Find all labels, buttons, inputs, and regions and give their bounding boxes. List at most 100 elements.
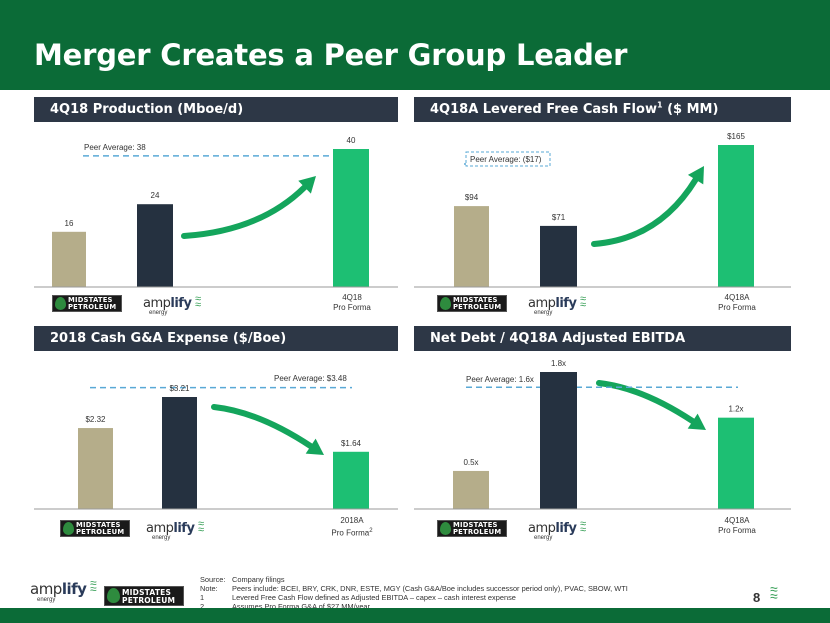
- bar: [52, 231, 86, 287]
- footnote-text: Levered Free Cash Flow defined as Adjust…: [232, 593, 516, 602]
- midstates-line1: MIDSTATES: [122, 588, 172, 597]
- value-label: 40: [347, 136, 356, 145]
- value-label: 1.8x: [551, 359, 566, 368]
- panel-title-fcf: 4Q18A Levered Free Cash Flow: [430, 102, 657, 117]
- bar: [333, 451, 369, 509]
- midstates-line2: PETROLEUM: [68, 303, 117, 311]
- footnote-text: Company filings: [232, 575, 285, 584]
- value-label: $165: [727, 132, 745, 141]
- arrow-head: [305, 438, 324, 455]
- footnote-note: Note: Peers include: BCEI, BRY, CRK, DNR,…: [200, 584, 628, 593]
- category-label-proforma: 2018A Pro Forma2: [320, 516, 384, 539]
- value-label: 24: [151, 191, 160, 200]
- amplify-logo: amplify energy ≈ ≈: [528, 518, 592, 543]
- proforma-label-2: 4Q18A Pro Forma: [718, 293, 756, 312]
- peer-average-label: Peer Average: ($17): [470, 155, 542, 164]
- panel-header-leverage: Net Debt / 4Q18A Adjusted EBITDA: [414, 326, 791, 351]
- proforma-label-3: 2018A Pro Forma: [331, 516, 370, 538]
- drop-icon: [55, 297, 66, 310]
- amplify-light: amp: [143, 296, 171, 311]
- footnote-text: Assumes Pro Forma G&A of $27 MM/year: [232, 602, 371, 611]
- amplify-sub: energy: [149, 310, 168, 316]
- value-label: 1.2x: [728, 405, 743, 414]
- title-banner: Merger Creates a Peer Group Leader: [0, 0, 830, 90]
- value-label: 0.5x: [463, 458, 478, 467]
- amplify-logo: amplify energy ≈ ≈: [528, 293, 592, 318]
- footer-midstates-logo: MIDSTATES PETROLEUM: [104, 586, 184, 606]
- peer-average-label: Peer Average: 38: [84, 143, 146, 152]
- footnote-ref-2: 2: [369, 528, 373, 534]
- bar: [333, 149, 369, 287]
- bar: [78, 428, 113, 509]
- chart-fcf: Peer Average: ($17) $94 $71 $165: [414, 132, 791, 288]
- wave-icon: ≈ ≈: [770, 581, 778, 604]
- panel-header-ga: 2018 Cash G&A Expense ($/Boe): [34, 326, 398, 351]
- amplify-sub: energy: [534, 310, 553, 316]
- amplify-light: amp: [528, 521, 556, 536]
- midstates-logo: MIDSTATES PETROLEUM: [437, 295, 507, 312]
- bar: [718, 145, 754, 287]
- bar: [540, 225, 577, 287]
- bar: [453, 470, 489, 509]
- panel-title-leverage: Net Debt / 4Q18A Adjusted EBITDA: [430, 331, 686, 346]
- bar: [718, 417, 754, 509]
- panel-title-ga: 2018 Cash G&A Expense ($/Boe): [50, 331, 287, 346]
- drop-icon: [440, 522, 451, 535]
- midstates-line2: PETROLEUM: [122, 596, 176, 605]
- drop-icon: [440, 297, 451, 310]
- bar: [162, 397, 197, 509]
- value-label: $3.21: [169, 384, 190, 393]
- trend-arrow: [181, 184, 308, 239]
- amplify-sub: energy: [534, 535, 553, 541]
- midstates-logo: MIDSTATES PETROLEUM: [437, 520, 507, 537]
- proforma-label-4: 4Q18A Pro Forma: [718, 516, 756, 535]
- midstates-logo: MIDSTATES PETROLEUM: [60, 520, 130, 537]
- panel-header-fcf: 4Q18A Levered Free Cash Flow1 ($ MM): [414, 97, 791, 122]
- wave-icon: ≈ ≈: [198, 518, 205, 536]
- amplify-bold: lify: [61, 580, 87, 598]
- trend-arrow: [596, 380, 696, 425]
- value-label: $94: [465, 193, 479, 202]
- chart-leverage: Peer Average: 1.6x 0.5x 1.8x 1.2x: [414, 359, 791, 510]
- amplify-bold: lify: [555, 521, 577, 536]
- midstates-line2: PETROLEUM: [453, 303, 502, 311]
- midstates-line1: MIDSTATES: [68, 296, 113, 304]
- amplify-logo: amplify energy ≈ ≈: [146, 518, 210, 543]
- footnote-key: 2: [200, 602, 205, 611]
- panel-title-production: 4Q18 Production (Mboe/d): [50, 102, 244, 117]
- amplify-sub: energy: [152, 535, 171, 541]
- arrow-head: [687, 166, 704, 185]
- footnote-1: 1 Levered Free Cash Flow defined as Adjus…: [200, 593, 628, 602]
- chart-production: Peer Average: 38 16 24 40: [34, 136, 398, 288]
- bar: [540, 372, 577, 509]
- amplify-light: amp: [30, 580, 62, 598]
- wave-icon: ≈ ≈: [580, 293, 587, 311]
- midstates-line1: MIDSTATES: [453, 521, 498, 529]
- peer-average-label: Peer Average: 1.6x: [466, 375, 534, 384]
- value-label: 16: [65, 219, 74, 228]
- arrow-head: [298, 176, 316, 194]
- amplify-bold: lify: [173, 521, 195, 536]
- midstates-logo: MIDSTATES PETROLEUM: [52, 295, 122, 312]
- category-label-proforma: 4Q18A Pro Forma: [705, 293, 769, 313]
- wave-icon: ≈ ≈: [580, 518, 587, 536]
- page-title: Merger Creates a Peer Group Leader: [34, 38, 628, 72]
- category-label-proforma: 4Q18A Pro Forma: [705, 516, 769, 536]
- trend-arrow: [591, 176, 699, 247]
- trend-arrow: [211, 404, 314, 450]
- bar: [137, 204, 173, 287]
- chart-ga: Peer Average: $3.48 $2.32 $3.21 $1.64: [34, 374, 398, 510]
- footnote-key: 1: [200, 593, 205, 602]
- footnote-text: Peers include: BCEI, BRY, CRK, DNR, ESTE…: [232, 584, 628, 593]
- amplify-bold: lify: [170, 296, 192, 311]
- amplify-light: amp: [528, 296, 556, 311]
- value-label: $71: [552, 213, 566, 222]
- amplify-bold: lify: [555, 296, 577, 311]
- footnote-2: 2 Assumes Pro Forma G&A of $27 MM/year: [200, 602, 628, 611]
- proforma-label-1: 4Q18 Pro Forma: [333, 293, 371, 312]
- wave-icon: ≈ ≈: [90, 576, 97, 596]
- category-label-proforma: 4Q18 Pro Forma: [322, 293, 382, 313]
- amplify-sub: energy: [37, 597, 56, 603]
- peer-average-label: Peer Average: $3.48: [274, 374, 347, 383]
- footnote-key: Note:: [200, 584, 218, 593]
